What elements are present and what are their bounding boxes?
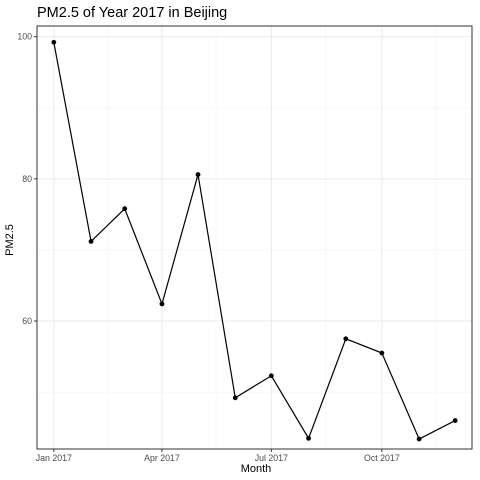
data-point — [122, 206, 128, 212]
y-tick-label: 80 — [22, 174, 32, 184]
chart-title: PM2.5 of Year 2017 in Beijing — [37, 5, 227, 21]
y-axis-ticks: 60 80 100 — [17, 32, 37, 326]
data-point — [416, 436, 422, 442]
plot-panel-border — [36, 25, 473, 450]
data-point — [232, 395, 238, 401]
x-axis-ticks: Jan 2017 Apr 2017 Jul 2017 Oct 2017 — [36, 449, 400, 463]
x-axis-title: Month — [241, 463, 272, 475]
minor-gridlines — [37, 26, 472, 449]
x-tick-label: Oct 2017 — [364, 453, 400, 463]
data-point — [452, 418, 458, 423]
y-axis-title: PM2.5 — [4, 224, 16, 256]
data-point — [268, 373, 274, 379]
major-gridlines — [37, 26, 472, 449]
data-point — [343, 336, 349, 342]
data-point — [159, 301, 165, 307]
pm25-series-line — [53, 42, 456, 440]
y-tick-label: 100 — [17, 32, 32, 42]
data-point — [88, 239, 94, 244]
data-point — [51, 39, 57, 45]
x-tick-label: Apr 2017 — [144, 453, 180, 463]
data-point — [379, 350, 385, 356]
data-point — [306, 435, 311, 441]
x-tick-label: Jul 2017 — [255, 453, 288, 463]
data-points — [51, 39, 458, 442]
y-tick-label: 60 — [22, 316, 32, 326]
x-tick-label: Jan 2017 — [36, 453, 72, 463]
data-point — [195, 172, 201, 177]
